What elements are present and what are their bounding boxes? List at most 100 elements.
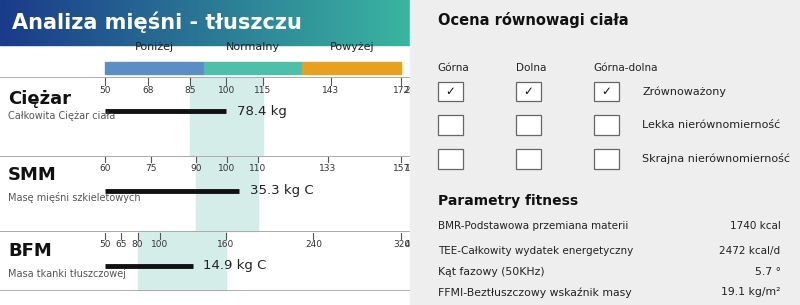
- Bar: [211, 0, 214, 45]
- Text: Poniżej: Poniżej: [134, 42, 174, 52]
- Bar: [111, 0, 113, 45]
- Bar: [246, 0, 248, 45]
- Text: ✓: ✓: [602, 85, 611, 98]
- Bar: [398, 0, 400, 45]
- Bar: [193, 0, 195, 45]
- Bar: [78, 0, 80, 45]
- Bar: [252, 0, 254, 45]
- Bar: [181, 0, 182, 45]
- Bar: [189, 0, 191, 45]
- Text: Kąt fazowy (50KHz): Kąt fazowy (50KHz): [438, 267, 544, 277]
- Text: 2472 kcal/d: 2472 kcal/d: [719, 246, 781, 256]
- Bar: [312, 0, 314, 45]
- Bar: [382, 0, 384, 45]
- Bar: [341, 0, 342, 45]
- Bar: [342, 0, 345, 45]
- Bar: [333, 0, 334, 45]
- Bar: [105, 0, 106, 45]
- Bar: [115, 0, 117, 45]
- Text: 240: 240: [305, 240, 322, 249]
- Bar: [72, 0, 74, 45]
- Bar: [135, 0, 138, 45]
- Bar: [222, 0, 224, 45]
- Bar: [106, 0, 109, 45]
- Bar: [35, 0, 37, 45]
- Bar: [396, 0, 398, 45]
- Bar: [47, 0, 50, 45]
- Bar: [384, 0, 386, 45]
- Bar: [177, 0, 178, 45]
- Text: Ciężar: Ciężar: [8, 90, 71, 108]
- Bar: [50, 0, 51, 45]
- Bar: [51, 0, 54, 45]
- Bar: [210, 0, 211, 45]
- Bar: [302, 62, 402, 74]
- Bar: [8, 0, 10, 45]
- Bar: [279, 0, 281, 45]
- Bar: [314, 0, 316, 45]
- Text: 400 %: 400 %: [406, 240, 434, 249]
- Bar: [130, 0, 131, 45]
- Text: Analiza mięśni - tłuszczu: Analiza mięśni - tłuszczu: [12, 12, 302, 33]
- Bar: [178, 0, 181, 45]
- Text: 143: 143: [322, 86, 339, 95]
- Bar: [203, 62, 302, 74]
- Text: 65: 65: [115, 240, 127, 249]
- Bar: [199, 0, 201, 45]
- Bar: [203, 0, 205, 45]
- Bar: [139, 0, 142, 45]
- Bar: [22, 0, 25, 45]
- Bar: [349, 0, 351, 45]
- Bar: [357, 0, 359, 45]
- Text: Lekka nierównomierność: Lekka nierównomierność: [642, 120, 781, 130]
- Bar: [406, 0, 408, 45]
- Bar: [158, 0, 160, 45]
- Bar: [174, 0, 177, 45]
- Text: Masa tkanki tłuszczowej: Masa tkanki tłuszczowej: [8, 269, 126, 279]
- Bar: [152, 0, 154, 45]
- Bar: [355, 0, 357, 45]
- Bar: [26, 0, 29, 45]
- Bar: [39, 0, 41, 45]
- Bar: [172, 0, 174, 45]
- Text: 180 %: 180 %: [406, 164, 434, 173]
- Bar: [308, 0, 310, 45]
- Bar: [18, 0, 21, 45]
- Text: 50: 50: [99, 86, 110, 95]
- Bar: [291, 0, 294, 45]
- Bar: [266, 0, 269, 45]
- Bar: [131, 0, 134, 45]
- Bar: [261, 0, 262, 45]
- Text: 172: 172: [393, 86, 410, 95]
- Bar: [101, 0, 102, 45]
- Bar: [214, 0, 215, 45]
- Bar: [160, 0, 162, 45]
- Bar: [102, 0, 105, 45]
- Bar: [201, 0, 203, 45]
- Bar: [248, 0, 250, 45]
- Bar: [515, 82, 541, 101]
- Bar: [66, 0, 68, 45]
- Bar: [594, 149, 619, 168]
- Bar: [186, 0, 189, 45]
- Bar: [119, 0, 121, 45]
- Text: 5.7 °: 5.7 °: [754, 267, 781, 277]
- Bar: [105, 62, 203, 74]
- Bar: [404, 0, 406, 45]
- Bar: [4, 0, 6, 45]
- Bar: [392, 0, 394, 45]
- Bar: [113, 0, 115, 45]
- Bar: [238, 0, 240, 45]
- Bar: [146, 0, 148, 45]
- Bar: [281, 0, 283, 45]
- Bar: [361, 0, 363, 45]
- Bar: [205, 0, 207, 45]
- Bar: [54, 0, 55, 45]
- Text: 115: 115: [254, 86, 271, 95]
- Bar: [207, 0, 210, 45]
- Bar: [33, 0, 35, 45]
- Bar: [298, 0, 299, 45]
- Bar: [14, 0, 17, 45]
- Bar: [98, 0, 101, 45]
- Bar: [76, 0, 78, 45]
